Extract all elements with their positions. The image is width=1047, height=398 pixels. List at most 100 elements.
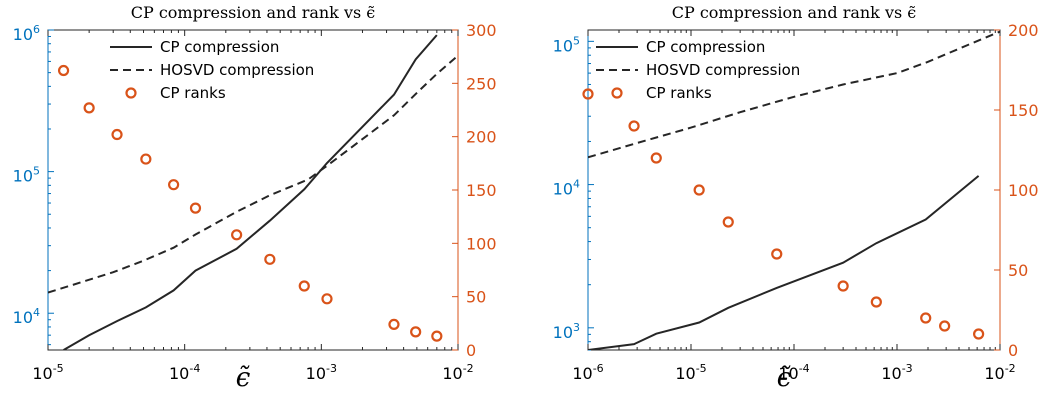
x-tick-label: 10-5 bbox=[675, 362, 706, 383]
cp-rank-point bbox=[298, 280, 310, 292]
cp-rank-point bbox=[168, 179, 180, 191]
x-tick-label-base: 10 bbox=[306, 364, 326, 383]
cp-rank-point bbox=[722, 216, 734, 228]
legend: CP compression HOSVD compression CP ranks bbox=[110, 38, 314, 102]
legend-swatch-circle bbox=[125, 87, 137, 99]
cp-rank-point bbox=[264, 253, 276, 265]
left-tick-label-base: 10 bbox=[13, 308, 33, 327]
x-tick-label: 10-2 bbox=[984, 362, 1015, 383]
left-tick-label-base: 10 bbox=[13, 25, 33, 44]
cp-rank-point bbox=[431, 330, 443, 342]
right-tick-label: 0 bbox=[1008, 341, 1018, 360]
legend-entry-label: CP compression bbox=[646, 38, 765, 56]
x-tick-label: 10-4 bbox=[778, 362, 809, 383]
x-axis-label: ϵ̃ bbox=[236, 363, 251, 393]
left-tick-label: 106 bbox=[13, 23, 40, 44]
right-tick-label: 0 bbox=[466, 341, 476, 360]
right-tick-label: 50 bbox=[1008, 261, 1028, 280]
chart-right: CP compression and rank vs ϵ̃10-6 10-5 10-… bbox=[553, 3, 1039, 393]
x-tick-label-base: 10 bbox=[32, 364, 52, 383]
x-tick-label: 10-6 bbox=[572, 362, 603, 383]
cp-rank-point bbox=[83, 102, 95, 114]
cp-rank-point bbox=[837, 280, 849, 292]
right-tick-label: 300 bbox=[466, 21, 497, 40]
left-tick-label-exponent: 4 bbox=[573, 178, 580, 191]
cp-rank-point bbox=[321, 293, 333, 305]
cp-compression-line bbox=[63, 34, 438, 350]
left-tick-label-exponent: 5 bbox=[33, 165, 40, 178]
x-tick-label-exponent: -3 bbox=[326, 362, 337, 375]
legend-entry-label: HOSVD compression bbox=[646, 61, 800, 79]
right-tick-label: 50 bbox=[466, 288, 486, 307]
left-tick-label: 104 bbox=[13, 306, 40, 327]
right-tick-label: 100 bbox=[1008, 181, 1039, 200]
x-tick-label: 10-3 bbox=[306, 362, 337, 383]
left-tick-label-exponent: 3 bbox=[573, 321, 580, 334]
x-tick-label-base: 10 bbox=[675, 364, 695, 383]
cp-rank-point bbox=[388, 318, 400, 330]
cp-rank-point bbox=[582, 88, 594, 100]
right-tick-label: 200 bbox=[1008, 21, 1039, 40]
x-tick-label-base: 10 bbox=[572, 364, 592, 383]
cp-rank-point bbox=[939, 320, 951, 332]
left-tick-label-exponent: 6 bbox=[33, 23, 40, 36]
x-tick-label-base: 10 bbox=[881, 364, 901, 383]
left-tick-label-base: 10 bbox=[553, 180, 573, 199]
cp-rank-point bbox=[189, 202, 202, 214]
left-tick-label: 104 bbox=[553, 178, 580, 199]
left-tick-label-base: 10 bbox=[553, 323, 573, 342]
cp-rank-point bbox=[693, 184, 705, 196]
x-tick-label: 10-4 bbox=[169, 362, 200, 383]
x-tick-label-exponent: -2 bbox=[463, 362, 474, 375]
hosvd-compression-line bbox=[48, 54, 458, 294]
legend-entry-label: CP compression bbox=[160, 38, 279, 56]
cp-rank-point bbox=[870, 296, 882, 308]
legend: CP compression HOSVD compression CP ranks bbox=[596, 38, 800, 102]
legend-swatch-circle bbox=[611, 87, 623, 99]
x-tick-label-base: 10 bbox=[169, 364, 189, 383]
legend-entry-label: CP ranks bbox=[160, 84, 226, 102]
left-tick-label: 105 bbox=[13, 165, 40, 186]
x-tick-label-exponent: -4 bbox=[799, 362, 810, 375]
cp-rank-point bbox=[973, 328, 985, 340]
left-tick-label-base: 10 bbox=[553, 36, 573, 55]
hosvd-compression-line bbox=[588, 30, 1000, 159]
right-tick-label: 150 bbox=[1008, 101, 1039, 120]
x-tick-label-base: 10 bbox=[778, 364, 798, 383]
x-tick-label: 10-5 bbox=[32, 362, 63, 383]
left-tick-label-base: 10 bbox=[13, 167, 33, 186]
x-tick-label-exponent: -5 bbox=[53, 362, 64, 375]
cp-rank-point bbox=[771, 248, 783, 260]
x-tick-label: 10-2 bbox=[442, 362, 473, 383]
cp-rank-point bbox=[920, 312, 932, 324]
cp-rank-point bbox=[410, 326, 422, 338]
x-tick-label-exponent: -3 bbox=[902, 362, 913, 375]
left-tick-label-exponent: 4 bbox=[33, 306, 40, 319]
x-tick-label-base: 10 bbox=[442, 364, 462, 383]
right-tick-label: 150 bbox=[466, 181, 497, 200]
chart-title: CP compression and rank vs ϵ̃ bbox=[672, 3, 917, 22]
chart-left: CP compression and rank vs ϵ̃10-5 10-4 10-… bbox=[13, 3, 497, 393]
cp-rank-point bbox=[231, 229, 243, 241]
x-tick-label-exponent: -2 bbox=[1005, 362, 1016, 375]
x-tick-label-exponent: -4 bbox=[189, 362, 200, 375]
cp-rank-point bbox=[111, 128, 123, 141]
legend-entry-label: HOSVD compression bbox=[160, 61, 314, 79]
x-tick-label-exponent: -6 bbox=[593, 362, 604, 375]
left-tick-label: 103 bbox=[553, 321, 580, 342]
cp-rank-point bbox=[57, 64, 70, 77]
left-tick-label: 105 bbox=[553, 34, 580, 55]
right-tick-label: 100 bbox=[466, 234, 497, 253]
chart-title: CP compression and rank vs ϵ̃ bbox=[131, 3, 376, 22]
cp-rank-point bbox=[650, 152, 662, 164]
cp-rank-point bbox=[628, 120, 640, 132]
left-tick-label-exponent: 5 bbox=[573, 34, 580, 47]
right-tick-label: 250 bbox=[466, 74, 497, 93]
x-tick-label: 10-3 bbox=[881, 362, 912, 383]
cp-rank-point bbox=[140, 153, 152, 165]
x-tick-label-exponent: -5 bbox=[696, 362, 707, 375]
legend-entry-label: CP ranks bbox=[646, 84, 712, 102]
x-tick-label-base: 10 bbox=[984, 364, 1004, 383]
x-axis-label: ϵ̃ bbox=[777, 363, 792, 393]
